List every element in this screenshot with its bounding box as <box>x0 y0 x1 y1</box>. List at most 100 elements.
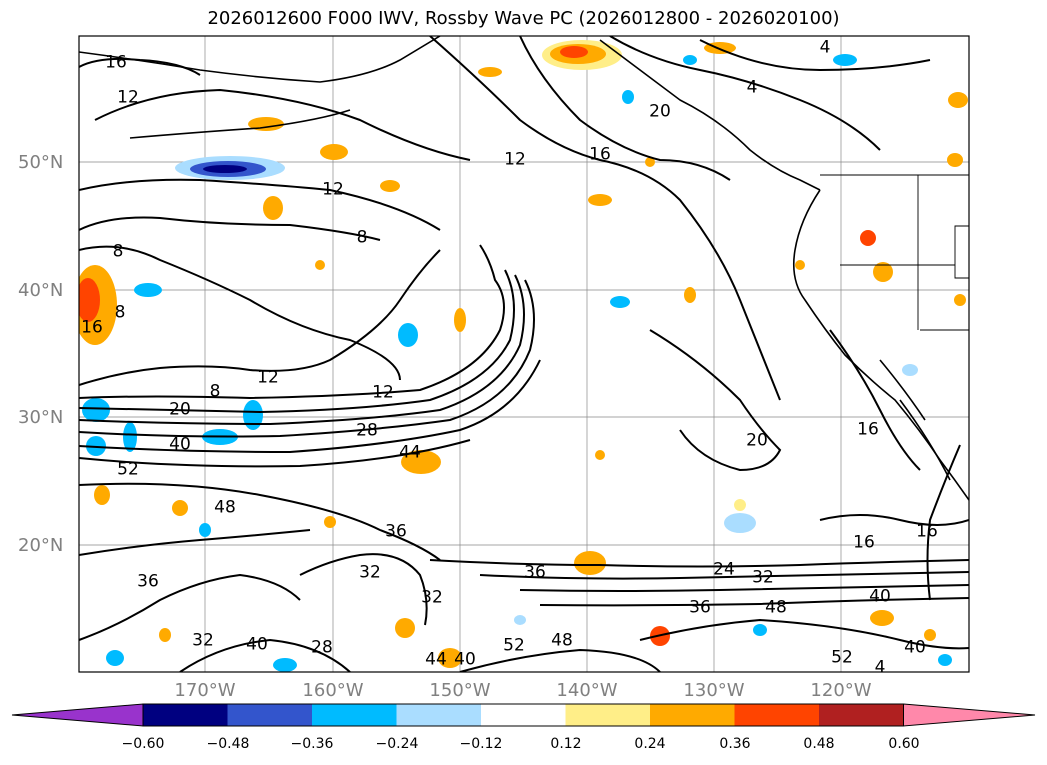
lon-label-140w: 140°W <box>556 680 618 701</box>
contour-label: 12 <box>257 367 279 388</box>
contour-label: 12 <box>372 382 394 403</box>
contour-label: 8 <box>114 302 126 323</box>
neg-anomaly <box>610 296 630 308</box>
contour-label: 36 <box>524 562 546 583</box>
baja-coast <box>899 399 951 481</box>
contour-label: 8 <box>209 381 221 402</box>
colorbar-segment <box>650 704 735 726</box>
map-title: 2026012600 F000 IWV, Rossby Wave PC (202… <box>207 8 840 29</box>
contour-label: 36 <box>385 521 407 542</box>
contour-label: 12 <box>504 149 526 170</box>
pos-anomaly <box>734 499 746 511</box>
lon-label-150w: 150°W <box>429 680 491 701</box>
pos-anomaly <box>870 610 894 626</box>
pos-anomaly <box>395 618 415 638</box>
colorbar-tick: 0.36 <box>719 736 751 752</box>
neg-anomaly <box>273 658 297 672</box>
contour-label: 40 <box>454 649 476 670</box>
iwv-contour <box>79 439 471 468</box>
pos-anomaly <box>438 648 462 668</box>
neg-anomaly <box>622 90 634 104</box>
lon-label-130w: 130°W <box>683 680 745 701</box>
colorbar-segment <box>481 704 566 726</box>
iwv-contour <box>94 88 471 161</box>
contour-label: 52 <box>831 647 853 668</box>
iwv-contour <box>79 244 505 400</box>
alaska-coast <box>79 36 441 83</box>
lat-label-50n: 50°N <box>18 152 64 173</box>
contour-label: 32 <box>752 567 774 588</box>
iwv-contour <box>79 269 515 414</box>
contour-label: 44 <box>399 442 421 463</box>
neg-anomaly <box>123 422 137 452</box>
contour-label: 48 <box>551 630 573 651</box>
contour-label: 40 <box>246 634 268 655</box>
colorbar-segment <box>734 704 819 726</box>
pos-anomaly <box>79 278 100 322</box>
west-coast <box>792 189 969 501</box>
pos-anomaly <box>172 500 188 516</box>
colorbar-extend-low <box>11 703 144 727</box>
contour-label: 16 <box>81 317 103 338</box>
contour-label: 40 <box>904 637 926 658</box>
pos-anomaly <box>645 157 655 167</box>
neg-anomaly <box>82 398 110 422</box>
contour-label: 4 <box>746 77 758 98</box>
contour-label: 20 <box>746 430 768 451</box>
contour-label: 48 <box>214 497 236 518</box>
lat-label-30n: 30°N <box>18 407 64 428</box>
lon-label-160w: 160°W <box>302 680 364 701</box>
pos-anomaly <box>595 450 605 460</box>
pos-anomaly <box>263 196 283 220</box>
lat-label-40n: 40°N <box>18 280 64 301</box>
iwv-contour <box>926 444 961 601</box>
pos-anomaly <box>324 516 336 528</box>
colorbar-tick: 0.60 <box>888 736 920 752</box>
colorbar-segment <box>312 704 397 726</box>
iwv-contour <box>79 274 525 426</box>
neg-anomaly <box>203 165 247 173</box>
pos-anomaly <box>860 230 876 246</box>
contour-label: 20 <box>649 101 671 122</box>
colorbar-segment <box>565 704 650 726</box>
iwv-contour <box>79 57 201 76</box>
iwv-contours <box>79 36 969 672</box>
mainland-mexico-coast <box>879 359 926 421</box>
iwv-contour <box>519 584 969 592</box>
iwv-contour <box>479 571 969 580</box>
contour-label: 52 <box>117 459 139 480</box>
neg-anomaly <box>106 650 124 666</box>
lon-label-170w: 170°W <box>174 680 236 701</box>
iwv-contour <box>639 618 969 650</box>
neg-anomaly <box>902 364 918 376</box>
pos-anomaly <box>159 628 171 642</box>
iwv-contour <box>79 529 311 556</box>
state-box <box>954 225 969 279</box>
neg-anomaly <box>199 523 211 537</box>
map-frame <box>78 35 970 673</box>
pos-anomaly <box>574 551 606 575</box>
anomaly-shading <box>79 40 968 672</box>
colorbar-tick: −0.12 <box>459 736 503 752</box>
iwv-contour <box>609 36 881 151</box>
map-content <box>79 36 969 672</box>
colorbar-tick: −0.60 <box>121 736 165 752</box>
pos-anomaly <box>924 629 936 641</box>
contour-label: 16 <box>105 52 127 73</box>
contour-label: 36 <box>689 597 711 618</box>
contour-label: 52 <box>503 635 525 656</box>
pos-anomaly <box>873 262 893 282</box>
pos-anomaly <box>947 153 963 167</box>
iwv-contour <box>819 514 969 526</box>
contour-label: 44 <box>425 649 447 670</box>
iwv-contour <box>79 279 535 438</box>
borders <box>820 174 969 331</box>
pos-anomaly <box>320 144 348 160</box>
iwv-contour <box>79 359 541 454</box>
contour-label: 28 <box>311 637 333 658</box>
contour-label: 8 <box>112 241 124 262</box>
pos-anomaly <box>454 308 466 332</box>
neg-anomaly <box>514 615 526 625</box>
colorbar-frame <box>142 703 904 727</box>
colorbar-segment <box>227 704 312 726</box>
